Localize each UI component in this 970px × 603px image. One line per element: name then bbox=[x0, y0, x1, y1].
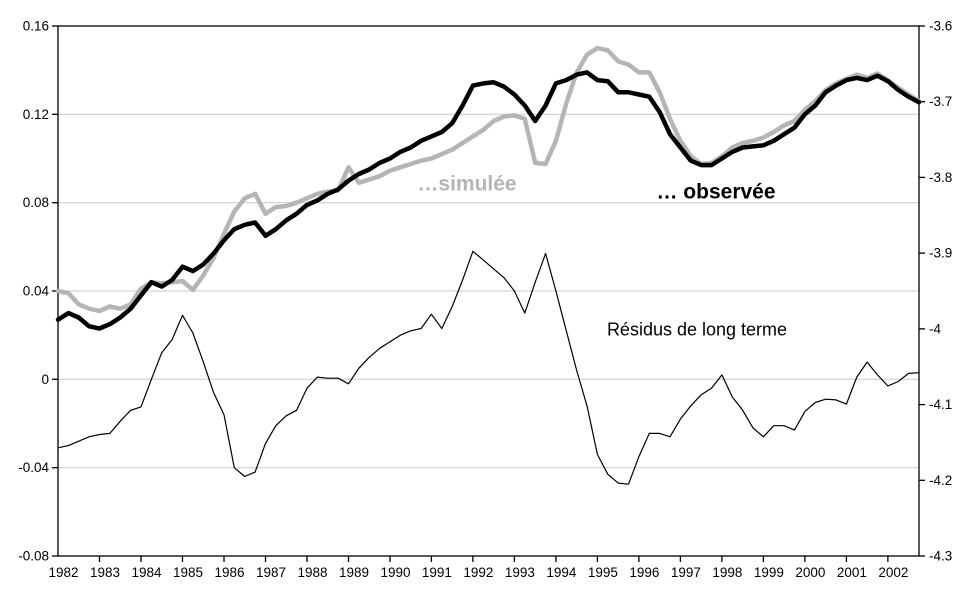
x-axis-year-label: 1994 bbox=[546, 565, 577, 580]
x-axis-year-label: 1987 bbox=[256, 565, 286, 580]
x-axis-year-label: 1997 bbox=[671, 565, 701, 580]
right-axis-tick-label: -4.3 bbox=[929, 549, 952, 564]
right-axis-tick-label: -4.2 bbox=[929, 473, 952, 488]
x-axis-year-label: 1990 bbox=[380, 565, 410, 580]
x-axis-year-label: 1989 bbox=[339, 565, 369, 580]
series-label: … observée bbox=[656, 180, 775, 203]
left-axis-tick-label: 0.12 bbox=[23, 107, 49, 122]
x-axis-year-label: 1985 bbox=[173, 565, 203, 580]
right-axis-tick-label: -3.9 bbox=[929, 246, 952, 261]
x-axis-year-label: 1996 bbox=[629, 565, 659, 580]
x-axis-year-label: 1986 bbox=[214, 565, 244, 580]
left-axis-tick-label: 0 bbox=[41, 372, 49, 387]
x-axis-year-label: 1982 bbox=[48, 565, 78, 580]
x-axis-year-label: 1983 bbox=[90, 565, 120, 580]
x-axis-year-label: 1999 bbox=[754, 565, 784, 580]
right-axis-tick-label: -3.8 bbox=[929, 170, 952, 185]
x-axis-year-label: 1995 bbox=[588, 565, 618, 580]
x-axis-year-label: 1993 bbox=[505, 565, 535, 580]
x-axis-year-label: 1992 bbox=[463, 565, 493, 580]
x-axis-year-label: 2001 bbox=[837, 565, 867, 580]
x-axis-year-label: 1988 bbox=[297, 565, 327, 580]
series-line-simul-e bbox=[55, 45, 922, 314]
x-axis-year-label: 1984 bbox=[131, 565, 162, 580]
series-label: …simulée bbox=[417, 172, 516, 195]
right-axis-tick-label: -4.1 bbox=[929, 397, 952, 412]
left-axis-tick-label: 0.08 bbox=[23, 195, 49, 210]
left-axis-tick-label: 0.16 bbox=[23, 19, 49, 34]
x-axis-year-label: 1991 bbox=[422, 565, 452, 580]
x-axis-year-label: 1998 bbox=[712, 565, 742, 580]
left-axis-tick-label: 0.04 bbox=[23, 284, 50, 299]
right-axis-tick-label: -4 bbox=[929, 321, 941, 336]
x-axis-year-label: 2002 bbox=[878, 565, 908, 580]
left-axis-tick-label: -0.04 bbox=[18, 460, 49, 475]
series-label: Résidus de long terme bbox=[607, 319, 787, 339]
series-line-r-sidus-de-long-terme bbox=[57, 250, 920, 485]
x-axis-year-label: 2000 bbox=[795, 565, 825, 580]
left-axis-tick-label: -0.08 bbox=[18, 549, 49, 564]
series-line-observ-e bbox=[55, 70, 922, 331]
right-axis-tick-label: -3.7 bbox=[929, 94, 952, 109]
right-axis-tick-label: -3.6 bbox=[929, 19, 952, 34]
